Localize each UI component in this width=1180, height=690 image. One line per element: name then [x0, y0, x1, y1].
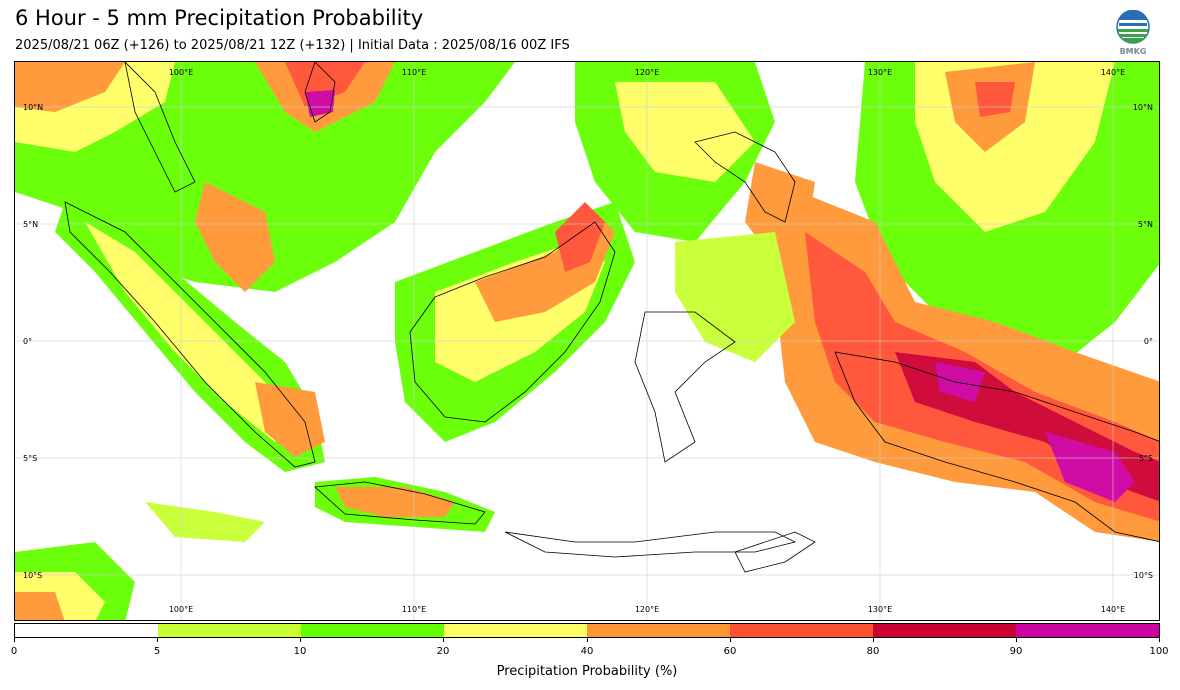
- lat-label: 0°: [23, 337, 32, 346]
- colorbar-segment: [730, 624, 873, 637]
- lon-label: 100°E: [169, 68, 193, 77]
- colorbar-segment: [301, 624, 444, 637]
- graticule: [15, 62, 1159, 620]
- lat-label: 10°N: [1133, 103, 1153, 112]
- latitude-labels-left: 10°N 5°N 0° 5°S 10°S: [23, 103, 43, 580]
- lon-label: 110°E: [402, 605, 426, 614]
- longitude-labels-top: 100°E 110°E 120°E 130°E 140°E: [169, 68, 1125, 77]
- colorbar-tick: [157, 638, 158, 642]
- colorbar-legend: [14, 623, 1160, 638]
- colorbar-tick: [14, 638, 15, 642]
- map-canvas: 100°E 110°E 120°E 130°E 140°E 100°E 110°…: [15, 62, 1159, 620]
- lon-label: 100°E: [169, 605, 193, 614]
- colorbar-tick-label: 60: [723, 646, 737, 657]
- colorbar-segment: [873, 624, 1016, 637]
- colorbar-tick: [730, 638, 731, 642]
- colorbar-segment: [444, 624, 587, 637]
- bmkg-logo: BMKG: [1113, 9, 1153, 56]
- probability-field: [15, 62, 1159, 620]
- precipitation-map: 100°E 110°E 120°E 130°E 140°E 100°E 110°…: [14, 61, 1160, 621]
- colorbar-tick-label: 5: [153, 646, 161, 657]
- colorbar-tick-label: 90: [1009, 646, 1023, 657]
- colorbar-tick: [1159, 638, 1160, 642]
- colorbar-tick: [1016, 638, 1017, 642]
- lat-label: 10°S: [23, 571, 42, 580]
- longitude-labels-bottom: 100°E 110°E 120°E 130°E 140°E: [169, 605, 1125, 614]
- latitude-labels-right: 10°N 5°N 0° 5°S 10°S: [1133, 103, 1153, 580]
- coastlines: [64, 62, 1159, 573]
- lat-label: 10°N: [23, 103, 43, 112]
- lat-label: 5°S: [1139, 454, 1153, 463]
- lon-label: 130°E: [868, 68, 892, 77]
- map-subtitle: 2025/08/21 06Z (+126) to 2025/08/21 12Z …: [15, 38, 570, 53]
- svg-text:BMKG: BMKG: [1120, 47, 1147, 56]
- colorbar-segment: [1016, 624, 1159, 637]
- lon-label: 130°E: [868, 605, 892, 614]
- colorbar-tick-label: 80: [866, 646, 880, 657]
- lon-label: 140°E: [1101, 68, 1125, 77]
- lat-label: 10°S: [1134, 571, 1153, 580]
- lon-label: 120°E: [635, 605, 659, 614]
- colorbar-tick-label: 10: [293, 646, 307, 657]
- lat-label: 5°N: [23, 220, 38, 229]
- colorbar-tick: [300, 638, 301, 642]
- colorbar-tick: [873, 638, 874, 642]
- colorbar-tick-label: 0: [10, 646, 18, 657]
- colorbar-tick-label: 40: [580, 646, 594, 657]
- colorbar-segment: [587, 624, 730, 637]
- colorbar-tick: [587, 638, 588, 642]
- map-title: 6 Hour - 5 mm Precipitation Probability: [15, 6, 424, 30]
- lon-label: 120°E: [635, 68, 659, 77]
- colorbar-segment: [158, 624, 301, 637]
- lat-label: 5°S: [23, 454, 37, 463]
- lat-label: 5°N: [1138, 220, 1153, 229]
- lon-label: 140°E: [1101, 605, 1125, 614]
- colorbar-tick: [443, 638, 444, 642]
- colorbar-segment: [15, 624, 158, 637]
- lon-label: 110°E: [402, 68, 426, 77]
- colorbar-tick-label: 100: [1149, 646, 1169, 657]
- lat-label: 0°: [1144, 337, 1153, 346]
- colorbar-title: Precipitation Probability (%): [496, 664, 678, 679]
- colorbar-tick-label: 20: [436, 646, 450, 657]
